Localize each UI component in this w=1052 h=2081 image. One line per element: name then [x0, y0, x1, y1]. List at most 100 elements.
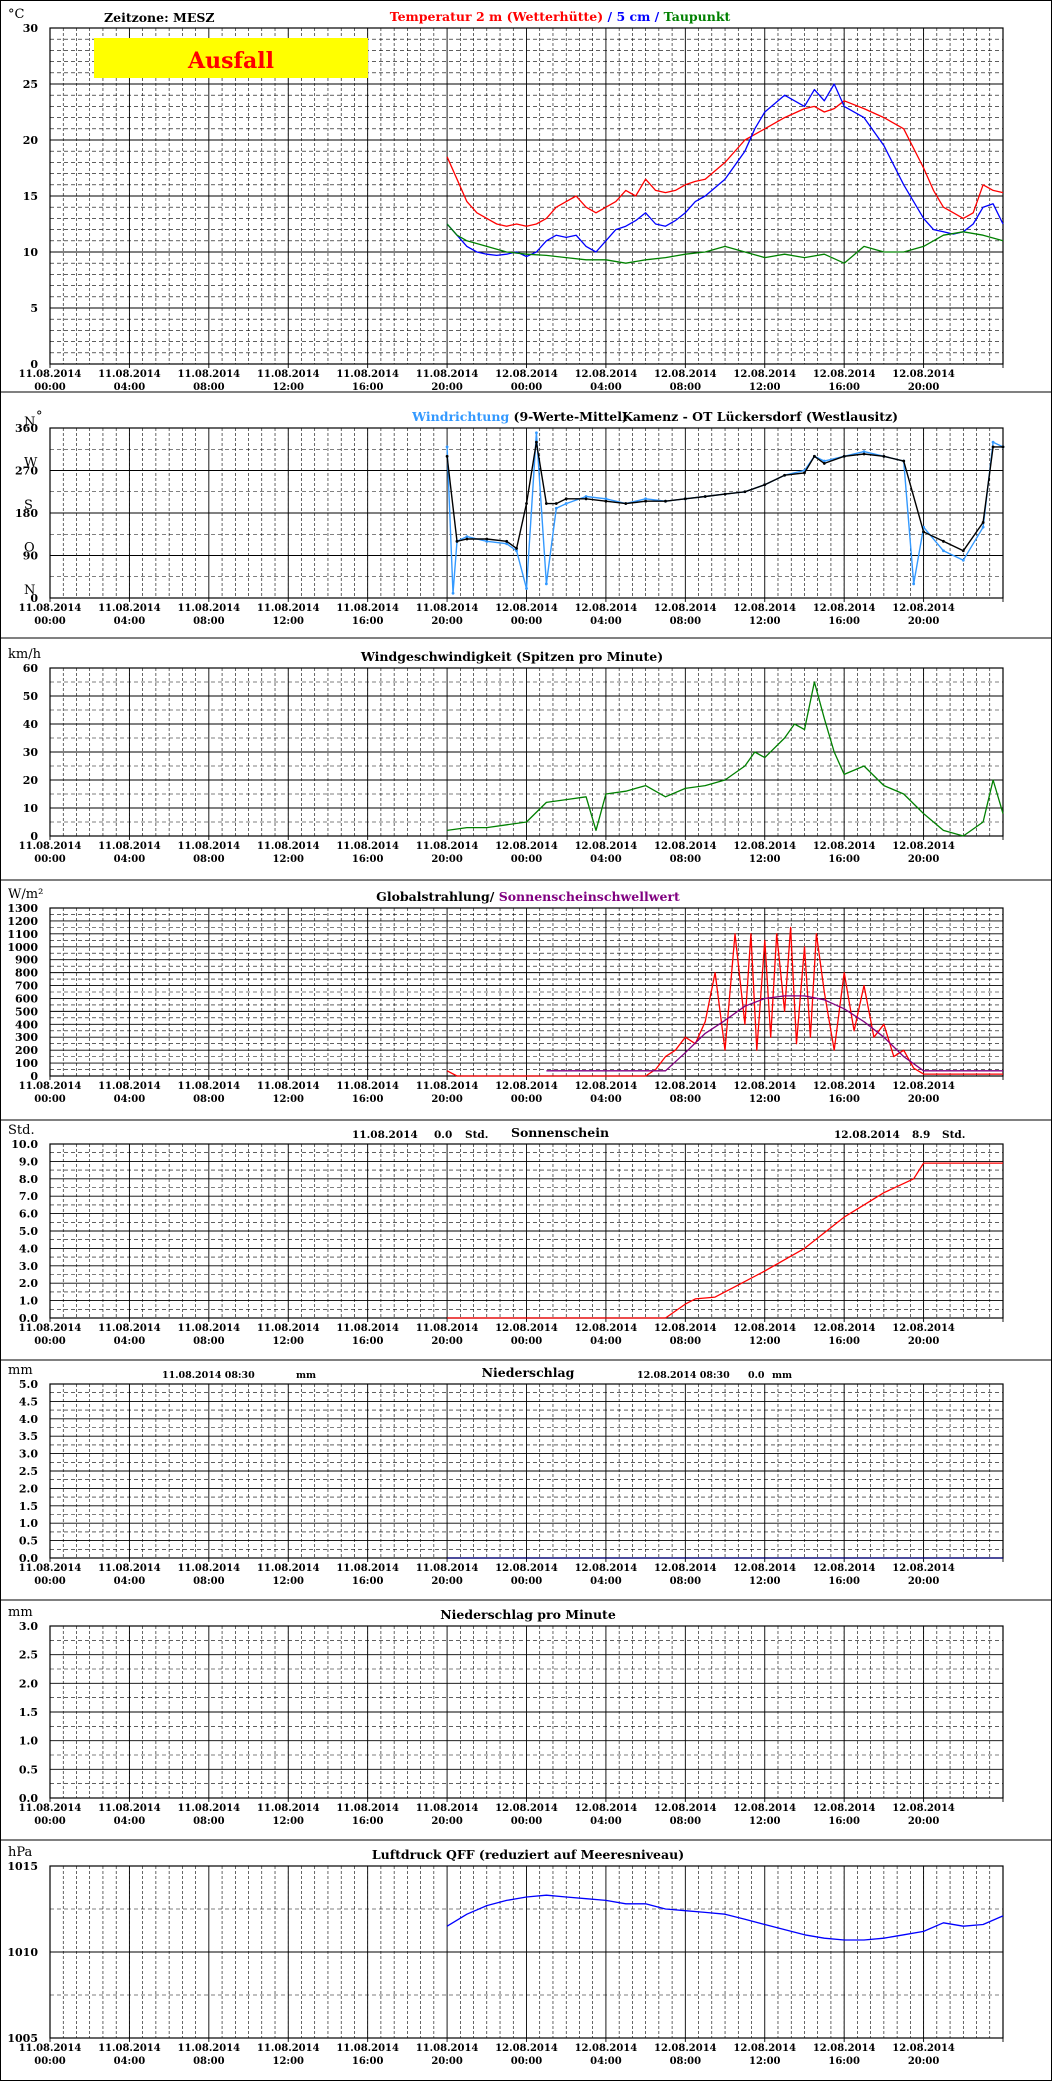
x-tick-date: 12.08.2014: [654, 603, 717, 614]
x-tick-date: 11.08.2014: [98, 369, 161, 380]
plot-frame: [49, 1625, 1004, 1799]
y-tick-label: 40: [23, 718, 39, 731]
series-point: [584, 495, 588, 498]
x-tick-time: 16:00: [352, 854, 384, 865]
x-tick-date: 11.08.2014: [416, 1563, 479, 1574]
chart-panel-8: 1005 1010 1015 11.08.2014 00:00 11.08.2014 04:…: [7, 1845, 1004, 2067]
chart-title-part: Luftdruck QFF (reduziert auf Meeresnivea…: [372, 1847, 684, 1862]
x-tick-time: 00:00: [34, 2056, 66, 2067]
x-tick-date: 11.08.2014: [98, 1323, 161, 1334]
x-tick-date: 12.08.2014: [733, 2043, 796, 2054]
x-tick-date: 12.08.2014: [654, 369, 717, 380]
x-tick-time: 20:00: [431, 1576, 463, 1587]
y-tick-label: 0.0: [19, 1312, 38, 1325]
x-tick-time: 00:00: [34, 382, 66, 393]
chart-title-part: Windrichtung: [411, 409, 509, 424]
x-tick-time: 04:00: [114, 1336, 146, 1347]
y-tick-label: 3.0: [19, 1260, 38, 1273]
series-line-1: [446, 100, 1004, 227]
x-tick-date: 12.08.2014: [575, 1803, 638, 1814]
series-point: [942, 539, 945, 543]
x-tick-time: 00:00: [511, 1094, 543, 1105]
direction-label: O: [24, 541, 35, 556]
series-point: [961, 558, 965, 562]
chart-title: Windrichtung (9-Werte-Mittel): [411, 409, 628, 424]
y-tick-label: 1300: [7, 902, 38, 915]
x-tick-date: 12.08.2014: [575, 2043, 638, 2054]
chart-title-part: 5 cm: [616, 9, 650, 24]
chart-panel-2: 0 90 180 270 360 11.08.2014 00:00 11.08.2014 04:…: [15, 409, 1005, 627]
series-point: [822, 462, 826, 465]
series-point: [455, 539, 459, 543]
series-point: [812, 454, 816, 458]
series-point: [604, 497, 608, 501]
x-tick-date: 12.08.2014: [575, 1563, 638, 1574]
y-tick-label: 5.0: [19, 1225, 38, 1238]
y-tick-label: 100: [15, 1057, 38, 1070]
x-tick-time: 20:00: [908, 616, 940, 627]
x-tick-date: 11.08.2014: [98, 603, 161, 614]
period-total-label: 12.08.2014 08:30: [637, 1370, 730, 1381]
x-tick-time: 08:00: [670, 2056, 702, 2067]
y-tick-label: 30: [23, 746, 39, 759]
x-tick-time: 04:00: [590, 1816, 622, 1827]
y-tick-label: 360: [15, 422, 38, 435]
y-tick-label: 4.0: [19, 1413, 38, 1426]
period-total-unit: mm: [772, 1370, 792, 1381]
x-tick-time: 00:00: [34, 1816, 66, 1827]
chart-title-part: Windgeschwindigkeit (Spitzen pro Minute): [360, 649, 663, 664]
period-total-unit: mm: [296, 1370, 316, 1381]
y-tick-label: 0.5: [19, 1763, 38, 1776]
chart-panel-5: 0.0 1.0 2.0 3.0 4.0 5.0 6.0 7.0 8.0 9.0 10.0 11.08.…: [8, 1123, 1004, 1347]
x-tick-date: 11.08.2014: [257, 1803, 320, 1814]
y-tick-label: 700: [15, 980, 38, 993]
x-tick-time: 16:00: [828, 2056, 860, 2067]
x-tick-time: 08:00: [670, 854, 702, 865]
x-tick-date: 12.08.2014: [733, 1803, 796, 1814]
plot-frame: [49, 667, 1004, 837]
y-tick-label: 90: [23, 550, 39, 563]
x-tick-time: 16:00: [828, 1816, 860, 1827]
x-tick-time: 12:00: [272, 382, 304, 393]
axis-unit: Std.: [8, 1123, 35, 1138]
x-tick-time: 20:00: [908, 1094, 940, 1105]
x-tick-time: 04:00: [590, 854, 622, 865]
y-tick-label: 3.0: [19, 1448, 38, 1461]
y-tick-label: 1015: [7, 1860, 38, 1873]
series-point: [535, 431, 538, 435]
x-tick-date: 11.08.2014: [98, 841, 161, 852]
x-tick-date: 12.08.2014: [892, 2043, 955, 2054]
x-tick-date: 12.08.2014: [813, 1563, 876, 1574]
series-point: [703, 495, 707, 498]
y-tick-label: 25: [23, 78, 38, 91]
y-tick-label: 15: [23, 190, 38, 203]
x-tick-date: 11.08.2014: [336, 1803, 399, 1814]
x-tick-date: 11.08.2014: [19, 1803, 82, 1814]
x-tick-time: 12:00: [272, 854, 304, 865]
x-tick-date: 11.08.2014: [178, 1323, 241, 1334]
series-point: [912, 582, 916, 586]
chart-panel-1: 0 5 10 15 20 25 30 11.08.2014 00:00 11.08.2014 04:…: [8, 7, 1004, 393]
x-tick-time: 04:00: [114, 1816, 146, 1827]
series-point: [991, 445, 995, 449]
x-tick-time: 04:00: [114, 854, 146, 865]
y-tick-label: 0.0: [19, 1792, 38, 1805]
y-tick-label: 270: [15, 465, 38, 478]
x-tick-date: 11.08.2014: [98, 1803, 161, 1814]
y-tick-label: 20: [23, 134, 39, 147]
series-point: [505, 539, 509, 543]
series-point: [525, 587, 528, 590]
x-tick-time: 12:00: [749, 1576, 781, 1587]
series-point: [564, 497, 568, 501]
x-tick-time: 08:00: [193, 616, 225, 627]
y-tick-label: 5: [30, 302, 38, 315]
x-tick-date: 11.08.2014: [336, 1323, 399, 1334]
axis-unit: km/h: [8, 647, 42, 662]
x-tick-date: 12.08.2014: [892, 369, 955, 380]
x-tick-date: 12.08.2014: [733, 841, 796, 852]
y-tick-label: 200: [15, 1044, 38, 1057]
x-tick-date: 11.08.2014: [336, 1081, 399, 1092]
x-tick-date: 11.08.2014: [416, 603, 479, 614]
chart-panel-6: 0.0 0.5 1.0 1.5 2.0 2.5 3.0 3.5 4.0 4.5 5.0 11.08.2…: [8, 1363, 1004, 1587]
